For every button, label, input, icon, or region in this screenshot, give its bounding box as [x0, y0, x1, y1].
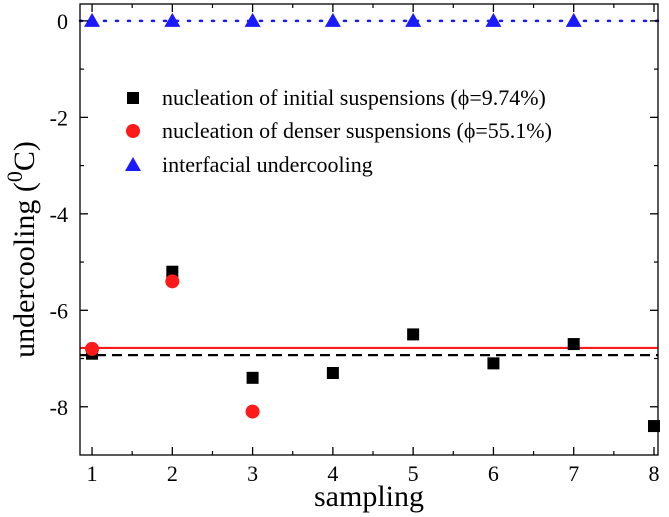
y-axis-title-tail: C) — [8, 141, 41, 171]
x-tick-label: 3 — [247, 461, 258, 486]
data-point-triangle — [485, 12, 502, 27]
y-axis-title-superscript: 0 — [2, 171, 27, 182]
data-point-triangle — [84, 12, 101, 27]
data-point-square — [487, 357, 500, 370]
legend-marker-square — [127, 92, 139, 104]
legend-item: nucleation of initial suspensions (ϕ=9.7… — [127, 85, 546, 110]
y-tick-label: -8 — [50, 395, 68, 420]
data-point-triangle — [324, 12, 341, 27]
y-axis-title-main: undercooling ( — [8, 182, 41, 358]
data-point-circle — [245, 404, 260, 419]
data-point-triangle — [244, 12, 261, 27]
data-points — [84, 12, 660, 433]
x-tick-label: 5 — [408, 461, 419, 486]
data-point-square — [246, 371, 259, 384]
x-tick-label: 2 — [167, 461, 178, 486]
data-point-circle — [85, 341, 100, 356]
legend-item: nucleation of denser suspensions (ϕ=55.1… — [126, 118, 552, 143]
y-tick-label: -4 — [50, 202, 68, 227]
data-point-triangle — [565, 12, 582, 27]
x-tick-label: 8 — [648, 461, 659, 486]
x-tick-label: 6 — [488, 461, 499, 486]
reference-lines — [78, 19, 660, 357]
y-tick-label: -2 — [50, 105, 68, 130]
legend-marker-triangle — [125, 157, 141, 171]
data-point-square — [647, 420, 660, 433]
axis-ticks — [80, 4, 658, 455]
legend-item: interfacial undercooling — [125, 152, 373, 177]
data-point-circle — [165, 274, 180, 289]
x-tick-label: 1 — [87, 461, 98, 486]
legend-label: nucleation of initial suspensions (ϕ=9.7… — [162, 85, 546, 110]
data-point-square — [567, 338, 580, 351]
legend-label: interfacial undercooling — [162, 152, 373, 177]
y-tick-label: 0 — [57, 9, 68, 34]
x-tick-label: 4 — [327, 461, 338, 486]
legend: nucleation of initial suspensions (ϕ=9.7… — [125, 85, 552, 177]
data-point-square — [166, 265, 179, 278]
data-point-square — [407, 328, 420, 341]
y-axis-title: undercooling (0C) — [2, 141, 41, 358]
legend-marker-circle — [126, 124, 140, 138]
data-point-square — [326, 367, 339, 379]
data-point-triangle — [405, 12, 422, 27]
y-tick-label: -6 — [50, 298, 68, 323]
plot-frame — [79, 3, 659, 456]
x-tick-label: 7 — [568, 461, 579, 486]
x-axis-title: sampling — [314, 480, 424, 513]
legend-label: nucleation of denser suspensions (ϕ=55.1… — [162, 118, 552, 143]
data-point-triangle — [164, 12, 181, 27]
tick-labels: 1 2 3 4 5 6 7 8 0 -2 -4 -6 -8 — [50, 9, 660, 486]
